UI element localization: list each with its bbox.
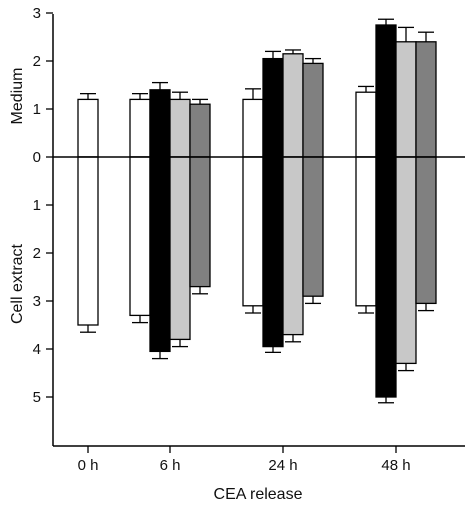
ticks-layer: 0 h 6 h 24 h 48 h 3 2 1 0 1 2 3 4 5 [33, 5, 411, 474]
bar-cell-6h-series-2 [149, 156, 171, 353]
y-tick-medium-1-label: 1 [33, 101, 41, 118]
y-axis-title-cell-extract: Cell extract [9, 243, 26, 324]
y-tick-medium-0-label: 0 [33, 149, 41, 166]
bar-medium-6h-series-3 [169, 98, 191, 158]
y-tick-medium-2-label: 2 [33, 53, 41, 70]
bar-medium-24h-series-2 [262, 57, 284, 158]
bar-medium-6h-series-1 [129, 98, 151, 158]
bar-medium-48h-series-2 [375, 24, 397, 158]
bar-medium-6h-series-2 [149, 89, 171, 158]
bar-cell-6h-series-4 [189, 156, 211, 288]
bar-cell-6h-series-3 [169, 156, 191, 341]
bar-medium-24h-series-1 [242, 98, 264, 158]
y-tick-cell-3-label: 3 [33, 293, 41, 310]
y-tick-cell-5-label: 5 [33, 389, 41, 406]
bar-medium-48h-series-4 [415, 41, 437, 158]
bar-cell-24h-series-3 [282, 156, 304, 336]
bar-cell-0h-series-1 [77, 156, 99, 326]
x-tick-label: 24 h [268, 457, 297, 474]
bar-medium-0h-series-1 [77, 98, 99, 158]
x-tick-label: 0 h [78, 457, 99, 474]
bar-medium-48h-series-3 [395, 41, 417, 158]
bar-medium-48h-series-1 [355, 91, 377, 158]
y-tick-cell-1-label: 1 [33, 197, 41, 214]
bar-medium-24h-series-4 [302, 62, 324, 158]
bar-cell-48h-series-3 [395, 156, 417, 365]
bar-medium-24h-series-3 [282, 53, 304, 158]
bars-layer [77, 18, 437, 404]
bar-cell-6h-series-1 [129, 156, 151, 317]
y-axis-title-medium: Medium [9, 68, 26, 125]
y-tick-cell-2-label: 2 [33, 245, 41, 262]
y-tick-cell-4-label: 4 [33, 341, 41, 358]
bar-cell-24h-series-4 [302, 156, 324, 297]
y-tick-medium-3-label: 3 [33, 5, 41, 22]
x-tick-label: 48 h [381, 457, 410, 474]
bar-medium-6h-series-4 [189, 103, 211, 158]
bar-cell-48h-series-1 [355, 156, 377, 307]
bar-cell-24h-series-1 [242, 156, 264, 307]
bar-cell-24h-series-2 [262, 156, 284, 348]
bar-cell-48h-series-2 [375, 156, 397, 398]
x-axis-title: CEA release [214, 486, 303, 503]
x-tick-label: 6 h [160, 457, 181, 474]
bar-cell-48h-series-4 [415, 156, 437, 305]
